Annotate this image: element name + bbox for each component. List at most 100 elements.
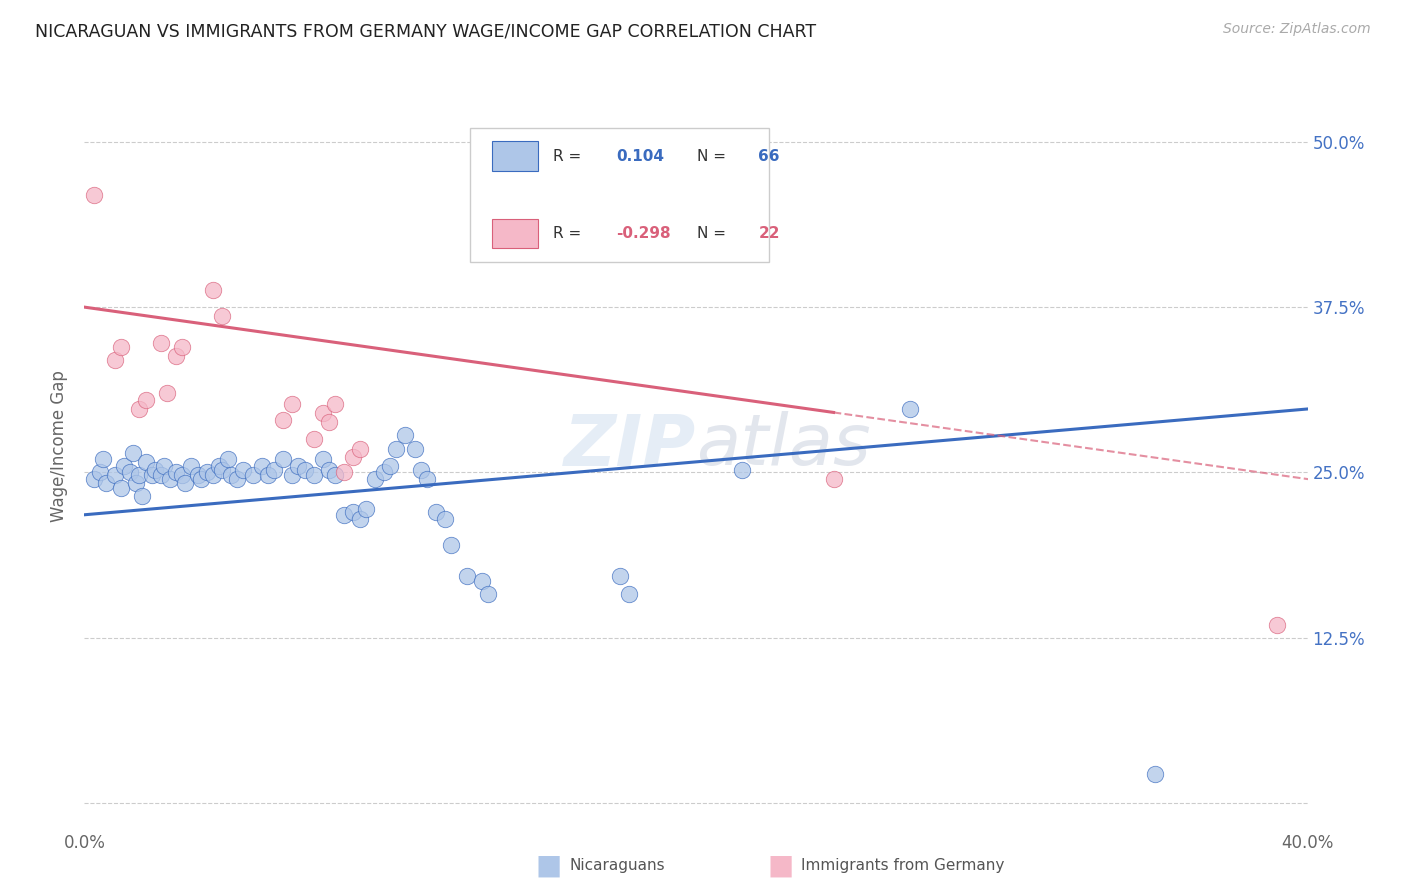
Point	[104, 468, 127, 483]
Y-axis label: Wage/Income Gap: Wage/Income Gap	[51, 370, 69, 522]
Point	[149, 468, 172, 483]
Text: R =: R =	[553, 149, 586, 163]
Point	[110, 481, 132, 495]
Point	[156, 386, 179, 401]
Point	[104, 353, 127, 368]
Point	[471, 574, 494, 588]
Point	[349, 442, 371, 456]
Point	[135, 392, 157, 407]
Point	[318, 463, 340, 477]
Point	[263, 463, 285, 477]
Bar	[492, 219, 538, 248]
Point	[281, 397, 304, 411]
Point	[208, 458, 231, 473]
Point	[226, 472, 249, 486]
Point	[617, 587, 640, 601]
Point	[165, 349, 187, 363]
Point	[354, 502, 377, 516]
Point	[434, 512, 457, 526]
Point	[323, 468, 346, 483]
Point	[302, 468, 325, 483]
Point	[201, 468, 224, 483]
Point	[149, 335, 172, 350]
Point	[456, 568, 478, 582]
Point	[294, 463, 316, 477]
Point	[312, 406, 335, 420]
Point	[180, 458, 202, 473]
Point	[83, 472, 105, 486]
Point	[302, 433, 325, 447]
Point	[122, 445, 145, 459]
Point	[349, 512, 371, 526]
Text: -0.298: -0.298	[616, 226, 671, 241]
Point	[128, 401, 150, 416]
Point	[380, 458, 402, 473]
Point	[172, 468, 194, 483]
Point	[211, 463, 233, 477]
Text: N =: N =	[697, 149, 731, 163]
Point	[242, 468, 264, 483]
Text: 66: 66	[758, 149, 780, 163]
Text: Source: ZipAtlas.com: Source: ZipAtlas.com	[1223, 22, 1371, 37]
Point	[385, 442, 408, 456]
Point	[83, 187, 105, 202]
Point	[159, 472, 181, 486]
Point	[219, 468, 242, 483]
Point	[195, 466, 218, 480]
Text: 22: 22	[758, 226, 780, 241]
Text: R =: R =	[553, 226, 586, 241]
Point	[172, 340, 194, 354]
Text: ■: ■	[536, 851, 561, 880]
Point	[112, 458, 135, 473]
Point	[128, 468, 150, 483]
Point	[373, 466, 395, 480]
Point	[143, 463, 166, 477]
Point	[342, 450, 364, 464]
Point	[323, 397, 346, 411]
FancyBboxPatch shape	[470, 128, 769, 262]
Point	[287, 458, 309, 473]
Text: Immigrants from Germany: Immigrants from Germany	[801, 858, 1005, 872]
Point	[1265, 617, 1288, 632]
Point	[135, 455, 157, 469]
Point	[404, 442, 426, 456]
Point	[120, 466, 142, 480]
Point	[416, 472, 439, 486]
Point	[409, 463, 432, 477]
Point	[333, 508, 356, 522]
Point	[526, 190, 548, 204]
Point	[440, 538, 463, 552]
Text: Nicaraguans: Nicaraguans	[569, 858, 665, 872]
Point	[211, 310, 233, 324]
Text: N =: N =	[697, 226, 731, 241]
Point	[823, 472, 845, 486]
Point	[186, 468, 208, 483]
Point	[898, 401, 921, 416]
Point	[394, 428, 416, 442]
Point	[1143, 767, 1166, 781]
Point	[250, 458, 273, 473]
Point	[131, 489, 153, 503]
Point	[91, 452, 114, 467]
Point	[153, 458, 176, 473]
Bar	[492, 142, 538, 170]
Point	[217, 452, 239, 467]
Point	[609, 568, 631, 582]
Point	[342, 505, 364, 519]
Point	[312, 452, 335, 467]
Point	[94, 476, 117, 491]
Text: ■: ■	[768, 851, 793, 880]
Point	[165, 466, 187, 480]
Text: NICARAGUAN VS IMMIGRANTS FROM GERMANY WAGE/INCOME GAP CORRELATION CHART: NICARAGUAN VS IMMIGRANTS FROM GERMANY WA…	[35, 22, 817, 40]
Point	[174, 476, 197, 491]
Point	[731, 463, 754, 477]
Point	[257, 468, 280, 483]
Point	[141, 468, 163, 483]
Point	[425, 505, 447, 519]
Point	[271, 412, 294, 426]
Point	[89, 466, 111, 480]
Point	[281, 468, 304, 483]
Point	[201, 283, 224, 297]
Text: 0.104: 0.104	[616, 149, 665, 163]
Point	[110, 340, 132, 354]
